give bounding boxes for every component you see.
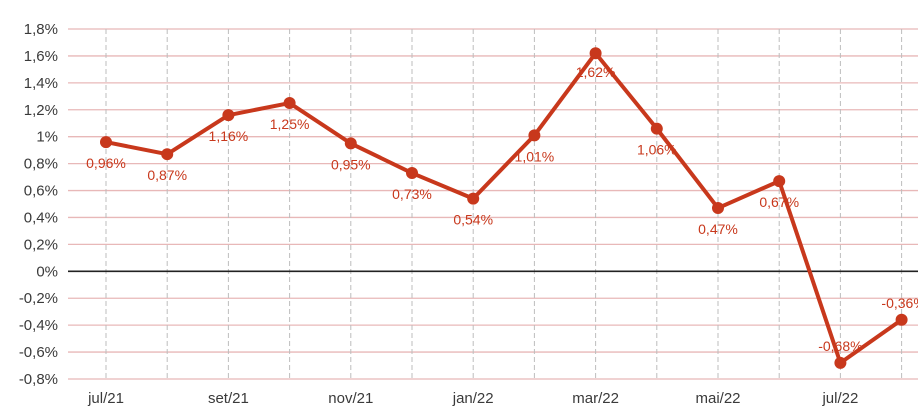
x-tick-label: jul/22 [821, 390, 858, 407]
x-tick-label: nov/21 [328, 390, 373, 407]
data-point [834, 356, 847, 369]
data-point [773, 175, 786, 188]
data-point [161, 148, 174, 161]
data-point [283, 97, 296, 110]
data-label: -0,68% [818, 338, 862, 354]
data-points [100, 47, 908, 369]
data-label: 1,25% [270, 116, 310, 132]
y-tick-label: 0,8% [24, 156, 58, 173]
y-tick-label: -0,6% [19, 344, 58, 361]
data-label: 0,67% [759, 194, 799, 210]
x-tick-label: mar/22 [572, 390, 619, 407]
data-label: 0,54% [453, 212, 493, 228]
x-tick-label: jan/22 [452, 390, 494, 407]
data-point [406, 167, 418, 180]
x-axis-ticks: jul/21 set/21 nov/21 jan/22 mar/22 mai/22 jul/… [87, 390, 858, 407]
data-point [344, 137, 357, 150]
x-tick-label: set/21 [208, 390, 249, 407]
data-point [467, 192, 480, 205]
y-tick-label: 1,6% [24, 48, 58, 65]
data-label: 0,73% [392, 186, 432, 202]
data-label: 1,62% [576, 64, 616, 80]
y-tick-label: 1% [36, 129, 58, 146]
grid-lines [68, 28, 918, 380]
y-tick-label: 0,2% [24, 236, 58, 253]
data-point [528, 129, 541, 142]
y-tick-label: 1,4% [24, 75, 58, 92]
data-label: 0,96% [86, 155, 126, 171]
y-axis-ticks: 1,8% 1,6% 1,4% 1,2% 1% 0,8% 0,6% 0,4% 0,2% 0% -0,2… [19, 21, 58, 388]
data-label: 0,95% [331, 156, 371, 172]
data-point [100, 136, 112, 149]
y-tick-label: -0,4% [19, 317, 58, 334]
data-point [650, 122, 663, 135]
series-line [104, 51, 904, 365]
y-tick-label: 0,6% [24, 183, 58, 200]
y-tick-label: -0,2% [19, 290, 58, 307]
x-tick-label: mai/22 [695, 390, 740, 407]
data-label: -0,36% [881, 295, 918, 311]
data-point [589, 47, 602, 60]
data-labels: 0,96% 0,87% 1,16% 1,25% 0,95% 0,73% 0,54% 1,01%… [86, 64, 918, 354]
data-label: 0,47% [698, 221, 738, 237]
y-tick-label: -0,8% [19, 371, 58, 388]
y-tick-label: 1,8% [24, 21, 58, 38]
y-tick-label: 0% [36, 263, 58, 280]
data-point [895, 313, 908, 326]
data-point [222, 109, 235, 122]
data-label: 1,06% [637, 142, 677, 158]
data-label: 1,01% [515, 148, 555, 164]
y-tick-label: 0,4% [24, 209, 58, 226]
data-label: 1,16% [209, 128, 249, 144]
data-point [712, 202, 724, 215]
x-tick-label: jul/21 [87, 390, 124, 407]
data-label: 0,87% [147, 167, 187, 183]
y-tick-label: 1,2% [24, 102, 58, 119]
